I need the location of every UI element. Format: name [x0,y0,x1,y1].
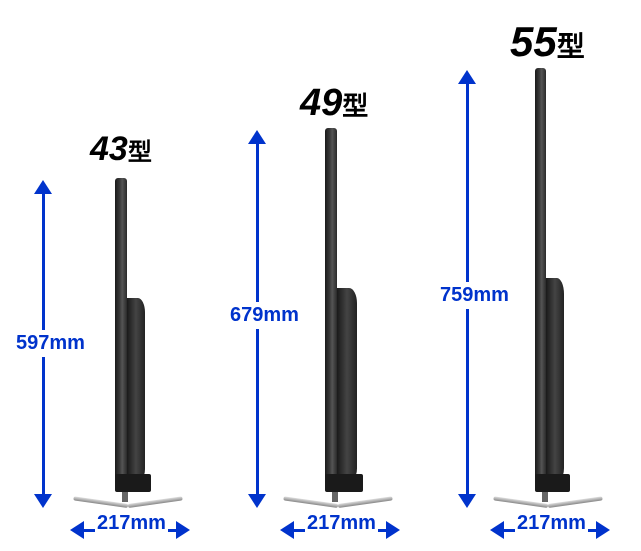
height-label: 597mm [16,330,85,357]
width-label: 217mm [95,512,168,535]
stand-foot-right [128,496,183,508]
stand-foot-right [338,496,393,508]
stand-neck [122,492,128,502]
tv-panel [115,178,127,478]
height-label: 759mm [440,282,509,309]
tv-panel [535,68,546,478]
model-title-suffix: 型 [128,139,152,166]
stand-foot-right [548,496,603,508]
model-title-suffix: 型 [557,31,585,62]
model-title-num: 55 [510,18,557,65]
width-label: 217mm [515,512,588,535]
model-title-num: 43 [90,130,128,168]
model-title-1: 49型 [300,82,368,125]
tv-panel [325,128,337,478]
tv-bottom [115,474,151,492]
model-title-suffix: 型 [342,91,368,121]
tv-bottom [535,474,570,492]
width-label: 217mm [305,512,378,535]
stand-foot-left [73,496,128,508]
tv-back [337,288,357,478]
tv-back [546,278,564,478]
tv-bottom [325,474,363,492]
stand-foot-left [283,496,338,508]
tv-back [127,298,145,478]
model-title-num: 49 [300,82,342,124]
stand-neck [332,492,338,502]
model-title-0: 43型 [90,130,152,169]
height-label: 679mm [230,302,299,329]
stand-foot-left [493,496,548,508]
model-title-2: 55型 [510,18,585,66]
stand-neck [542,492,548,502]
